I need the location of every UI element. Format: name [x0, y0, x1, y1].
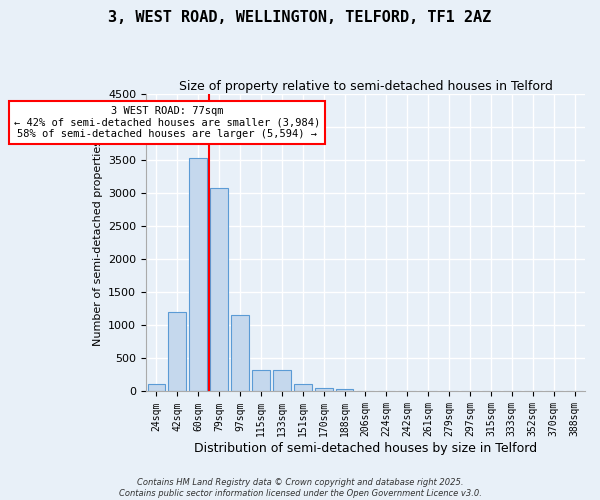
Text: 3 WEST ROAD: 77sqm
← 42% of semi-detached houses are smaller (3,984)
58% of semi: 3 WEST ROAD: 77sqm ← 42% of semi-detache… [14, 106, 320, 140]
Bar [210, 188, 228, 392]
Bar [356, 391, 374, 392]
Bar [252, 370, 270, 392]
Title: Size of property relative to semi-detached houses in Telford: Size of property relative to semi-detach… [179, 80, 553, 93]
Bar [294, 384, 311, 392]
Bar [190, 158, 207, 392]
Y-axis label: Number of semi-detached properties: Number of semi-detached properties [92, 140, 103, 346]
Bar [336, 390, 353, 392]
Bar [169, 312, 186, 392]
Text: Contains HM Land Registry data © Crown copyright and database right 2025.
Contai: Contains HM Land Registry data © Crown c… [119, 478, 481, 498]
Bar [231, 315, 249, 392]
Bar [315, 388, 332, 392]
X-axis label: Distribution of semi-detached houses by size in Telford: Distribution of semi-detached houses by … [194, 442, 537, 455]
Bar [148, 384, 166, 392]
Text: 3, WEST ROAD, WELLINGTON, TELFORD, TF1 2AZ: 3, WEST ROAD, WELLINGTON, TELFORD, TF1 2… [109, 10, 491, 25]
Bar [273, 370, 291, 392]
